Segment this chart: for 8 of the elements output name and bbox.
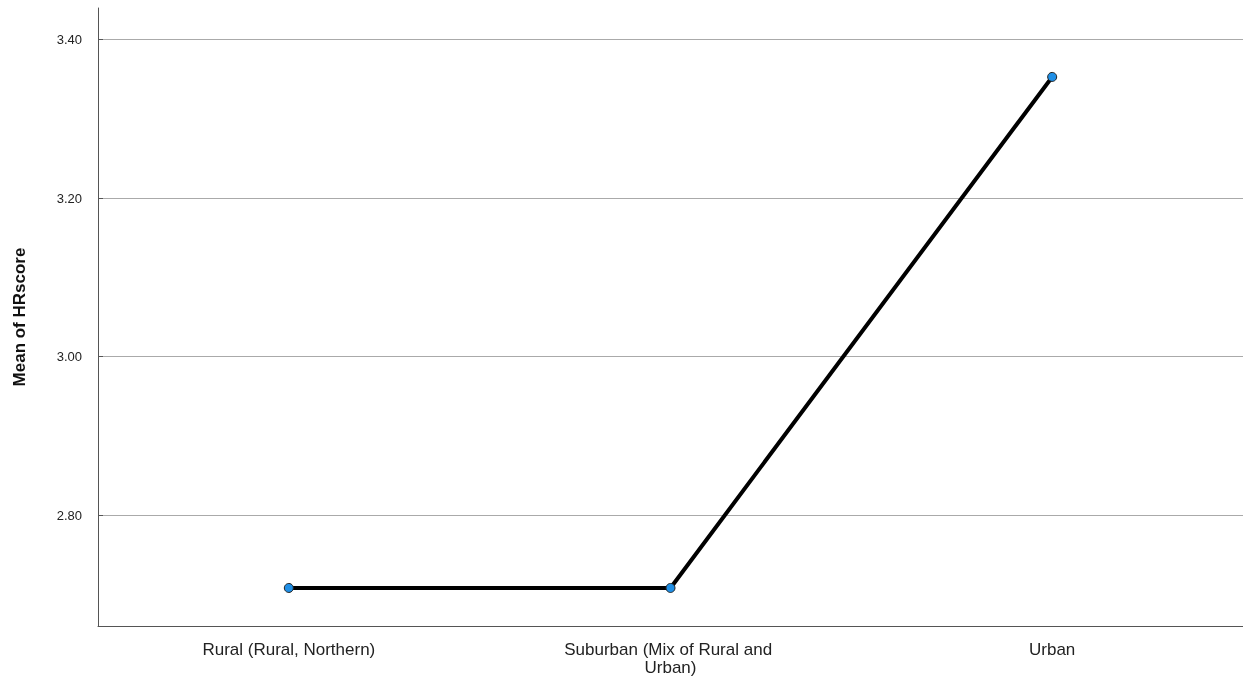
y-tick-label: 3.00 (56, 349, 82, 365)
x-tick-label: Suburban (Mix of Rural and Urban) (564, 639, 777, 677)
y-tick-label: 3.40 (56, 32, 82, 48)
y-tick-label: 2.80 (56, 507, 82, 523)
y-axis-title: Mean of HRscore (10, 247, 29, 387)
y-tick-label: 3.20 (56, 190, 82, 206)
x-tick-label: Urban (1029, 639, 1076, 659)
x-tick-label: Rural (Rural, Northern) (202, 639, 376, 659)
